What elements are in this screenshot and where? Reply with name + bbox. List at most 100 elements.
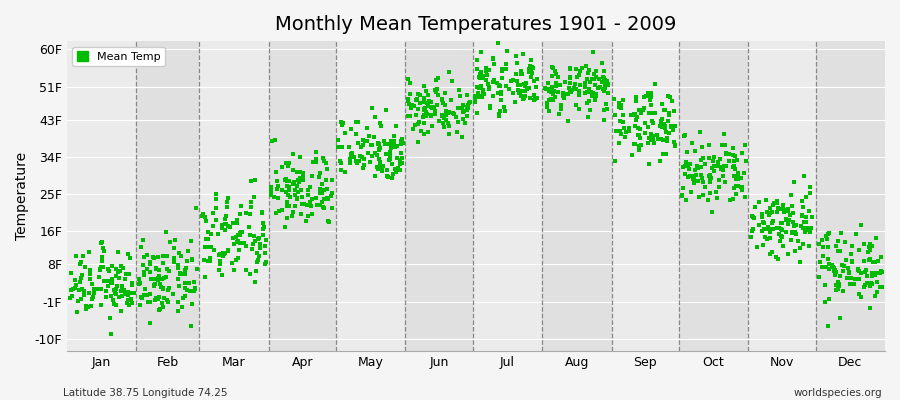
- Point: [625, 152, 639, 158]
- Point: [844, 259, 859, 266]
- Point: [654, 118, 669, 124]
- Point: [442, 68, 456, 75]
- Point: [543, 86, 557, 92]
- Point: [445, 78, 459, 84]
- Point: [203, 254, 218, 261]
- Point: [774, 219, 788, 226]
- Point: [727, 173, 742, 179]
- Point: [286, 181, 301, 188]
- Point: [95, 263, 110, 270]
- Point: [232, 211, 247, 217]
- Point: [842, 265, 856, 271]
- Point: [778, 207, 793, 214]
- Point: [435, 113, 449, 120]
- Point: [435, 96, 449, 103]
- Point: [94, 238, 109, 245]
- Point: [382, 141, 397, 147]
- Point: [822, 266, 836, 272]
- Point: [629, 117, 643, 124]
- Point: [832, 283, 846, 290]
- Point: [108, 291, 122, 297]
- Point: [148, 294, 163, 301]
- Point: [217, 250, 231, 257]
- Point: [383, 144, 398, 151]
- Point: [394, 160, 409, 166]
- Point: [831, 286, 845, 292]
- Point: [769, 254, 783, 260]
- Point: [186, 279, 201, 285]
- Point: [382, 156, 397, 163]
- Point: [282, 203, 296, 210]
- Point: [640, 123, 654, 130]
- Point: [113, 288, 128, 294]
- Point: [706, 158, 721, 164]
- Point: [314, 199, 328, 206]
- Point: [403, 91, 418, 97]
- Point: [157, 295, 171, 301]
- Point: [829, 243, 843, 249]
- Point: [137, 269, 151, 276]
- Point: [608, 128, 623, 134]
- Point: [148, 276, 162, 282]
- Point: [363, 159, 377, 165]
- Bar: [612, 41, 679, 351]
- Point: [140, 252, 154, 258]
- Point: [819, 264, 833, 270]
- Point: [279, 214, 293, 221]
- Point: [818, 282, 832, 288]
- Point: [372, 140, 386, 147]
- Point: [492, 82, 507, 88]
- Point: [212, 252, 227, 258]
- Point: [688, 147, 702, 154]
- Point: [429, 89, 444, 95]
- Point: [734, 150, 749, 156]
- Point: [524, 57, 538, 64]
- Point: [444, 96, 458, 103]
- Point: [486, 93, 500, 100]
- Point: [868, 272, 882, 278]
- Point: [520, 86, 535, 92]
- Point: [428, 108, 443, 114]
- Point: [658, 125, 672, 132]
- Point: [564, 87, 579, 93]
- Point: [303, 199, 318, 205]
- Point: [726, 144, 741, 151]
- Point: [785, 203, 799, 209]
- Point: [258, 258, 273, 265]
- Point: [868, 293, 882, 300]
- Point: [696, 192, 710, 198]
- Point: [256, 232, 270, 239]
- Point: [74, 275, 88, 281]
- Point: [71, 298, 86, 304]
- Point: [832, 280, 846, 287]
- Point: [349, 118, 364, 125]
- Point: [633, 142, 647, 149]
- Point: [817, 298, 832, 305]
- Point: [244, 178, 258, 184]
- Point: [94, 286, 108, 292]
- Point: [156, 260, 170, 266]
- Point: [247, 241, 261, 247]
- Point: [222, 224, 237, 230]
- Point: [870, 278, 885, 285]
- Point: [160, 252, 175, 259]
- Point: [417, 106, 431, 112]
- Point: [852, 267, 867, 274]
- Point: [757, 226, 771, 233]
- Point: [247, 194, 261, 200]
- Point: [436, 114, 451, 121]
- Point: [146, 253, 160, 260]
- Point: [842, 269, 856, 276]
- Point: [451, 119, 465, 125]
- Point: [243, 210, 257, 217]
- Point: [231, 246, 246, 253]
- Point: [228, 241, 242, 248]
- Point: [409, 112, 423, 118]
- Point: [629, 98, 643, 104]
- Point: [768, 200, 782, 206]
- Point: [522, 66, 536, 72]
- Point: [526, 97, 541, 104]
- Point: [513, 68, 527, 74]
- Point: [517, 81, 531, 87]
- Point: [270, 177, 284, 184]
